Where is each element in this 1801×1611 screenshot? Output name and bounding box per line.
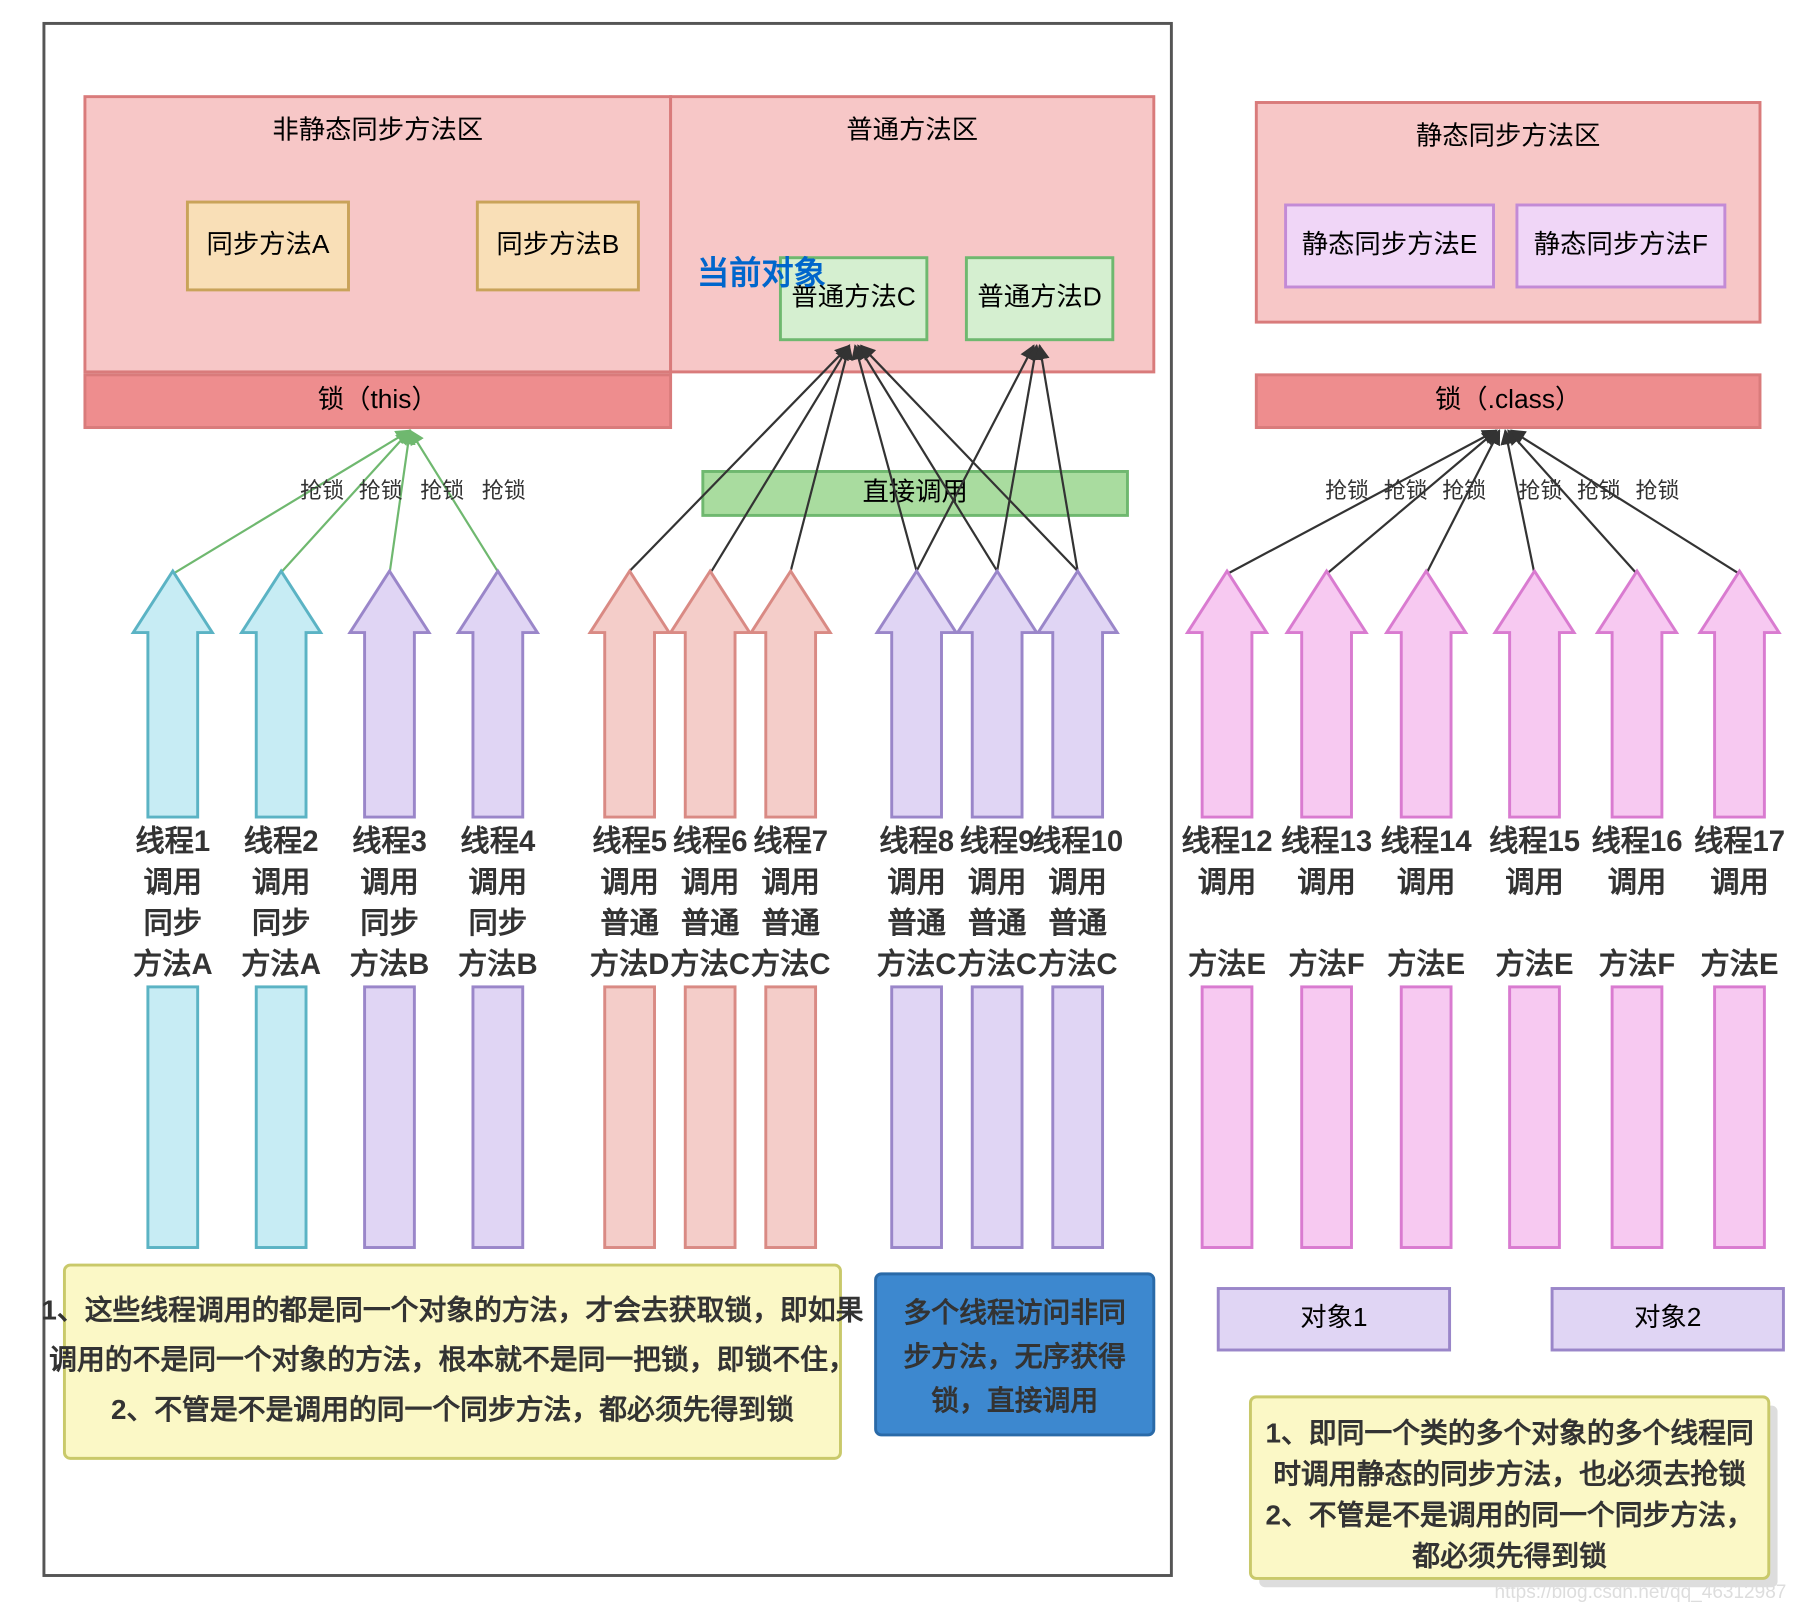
svg-text:普通: 普通 — [887, 906, 946, 940]
svg-text:普通方法区: 普通方法区 — [846, 115, 978, 145]
svg-text:普通: 普通 — [968, 906, 1027, 940]
svg-text:调用的不是同一个对象的方法，根本就不是同一把锁，即锁不住，: 调用的不是同一个对象的方法，根本就不是同一把锁，即锁不住， — [49, 1344, 856, 1375]
svg-text:调用: 调用 — [1397, 866, 1456, 899]
svg-text:方法C: 方法C — [1038, 947, 1118, 981]
svg-text:时调用静态的同步方法，也必须去抢锁: 时调用静态的同步方法，也必须去抢锁 — [1273, 1458, 1746, 1489]
svg-text:线程2: 线程2 — [244, 825, 319, 858]
svg-text:同步: 同步 — [144, 907, 203, 940]
svg-text:方法D: 方法D — [590, 947, 670, 981]
svg-text:调用: 调用 — [1048, 866, 1107, 899]
svg-text:方法A: 方法A — [241, 947, 321, 981]
svg-text:线程9: 线程9 — [960, 825, 1035, 858]
svg-text:2、不管是不是调用的同一个同步方法，: 2、不管是不是调用的同一个同步方法， — [1265, 1499, 1753, 1530]
svg-text:抢锁: 抢锁 — [1384, 478, 1428, 503]
svg-text:2、不管是不是调用的同一个同步方法，都必须先得到锁: 2、不管是不是调用的同一个同步方法，都必须先得到锁 — [111, 1394, 794, 1425]
svg-text:线程13: 线程13 — [1281, 825, 1372, 858]
svg-text:方法F: 方法F — [1599, 947, 1675, 981]
svg-text:调用: 调用 — [469, 866, 528, 899]
svg-text:方法C: 方法C — [670, 947, 750, 981]
svg-text:当前对象: 当前对象 — [697, 255, 826, 291]
svg-text:方法E: 方法E — [1188, 947, 1266, 981]
svg-text:线程12: 线程12 — [1181, 825, 1272, 858]
svg-text:调用: 调用 — [681, 866, 740, 899]
svg-text:抢锁: 抢锁 — [1325, 478, 1369, 503]
svg-text:调用: 调用 — [1198, 866, 1257, 899]
svg-text:调用: 调用 — [1297, 866, 1356, 899]
svg-text:同步: 同步 — [360, 907, 419, 940]
svg-text:锁（.class）: 锁（.class） — [1435, 384, 1581, 414]
svg-text:方法B: 方法B — [350, 947, 430, 981]
svg-text:同步方法A: 同步方法A — [206, 229, 329, 259]
svg-text:调用: 调用 — [360, 866, 419, 899]
svg-text:方法E: 方法E — [1700, 947, 1778, 981]
svg-text:对象2: 对象2 — [1634, 1302, 1701, 1332]
svg-text:方法E: 方法E — [1387, 947, 1465, 981]
svg-text:方法B: 方法B — [458, 947, 538, 981]
svg-text:线程3: 线程3 — [352, 825, 427, 858]
svg-text:锁（this）: 锁（this） — [318, 384, 438, 414]
svg-text:线程10: 线程10 — [1032, 825, 1123, 858]
svg-text:抢锁: 抢锁 — [420, 478, 464, 503]
svg-text:多个线程访问非同: 多个线程访问非同 — [903, 1297, 1126, 1328]
svg-text:线程17: 线程17 — [1694, 825, 1785, 858]
svg-text:锁，直接调用: 锁，直接调用 — [931, 1385, 1098, 1416]
svg-text:普通: 普通 — [761, 906, 820, 940]
svg-text:方法C: 方法C — [751, 947, 831, 981]
svg-text:线程8: 线程8 — [879, 825, 954, 858]
svg-text:线程15: 线程15 — [1489, 825, 1580, 858]
svg-text:同步方法B: 同步方法B — [496, 229, 619, 259]
svg-text:调用: 调用 — [252, 866, 311, 899]
svg-text:https://blog.csdn.net/qq_46312: https://blog.csdn.net/qq_46312987 — [1495, 1582, 1787, 1603]
svg-text:线程7: 线程7 — [753, 825, 828, 858]
svg-text:同步: 同步 — [469, 907, 528, 940]
svg-text:普通: 普通 — [681, 906, 740, 940]
svg-text:调用: 调用 — [144, 866, 203, 899]
svg-text:抢锁: 抢锁 — [1577, 478, 1621, 503]
svg-text:调用: 调用 — [1608, 866, 1667, 899]
svg-text:静态同步方法区: 静态同步方法区 — [1416, 121, 1600, 151]
svg-text:调用: 调用 — [1710, 866, 1769, 899]
svg-text:静态同步方法E: 静态同步方法E — [1302, 229, 1478, 259]
svg-text:非静态同步方法区: 非静态同步方法区 — [272, 115, 483, 145]
svg-text:方法C: 方法C — [957, 947, 1037, 981]
svg-text:步方法，无序获得: 步方法，无序获得 — [903, 1341, 1126, 1372]
svg-text:线程5: 线程5 — [592, 825, 667, 858]
svg-text:静态同步方法F: 静态同步方法F — [1534, 229, 1708, 259]
svg-text:线程6: 线程6 — [673, 825, 748, 858]
svg-text:方法E: 方法E — [1495, 947, 1573, 981]
svg-text:方法A: 方法A — [133, 947, 213, 981]
svg-text:线程14: 线程14 — [1381, 825, 1473, 858]
svg-text:都必须先得到锁: 都必须先得到锁 — [1411, 1540, 1607, 1571]
svg-text:普通方法D: 普通方法D — [977, 282, 1101, 312]
svg-text:1、即同一个类的多个对象的多个线程同: 1、即同一个类的多个对象的多个线程同 — [1265, 1417, 1753, 1448]
svg-text:抢锁: 抢锁 — [1518, 478, 1562, 503]
svg-text:普通: 普通 — [1048, 906, 1107, 940]
svg-text:抢锁: 抢锁 — [359, 478, 403, 503]
svg-text:普通: 普通 — [600, 906, 659, 940]
svg-text:调用: 调用 — [1505, 866, 1564, 899]
svg-text:线程4: 线程4 — [460, 825, 536, 858]
svg-text:调用: 调用 — [968, 866, 1027, 899]
svg-text:抢锁: 抢锁 — [1636, 478, 1680, 503]
svg-text:调用: 调用 — [761, 866, 820, 899]
svg-text:抢锁: 抢锁 — [300, 478, 344, 503]
svg-text:方法F: 方法F — [1288, 947, 1364, 981]
svg-text:抢锁: 抢锁 — [482, 478, 526, 503]
svg-text:同步: 同步 — [252, 907, 311, 940]
svg-text:调用: 调用 — [887, 866, 946, 899]
svg-text:方法C: 方法C — [877, 947, 957, 981]
svg-text:线程1: 线程1 — [135, 825, 210, 858]
svg-text:抢锁: 抢锁 — [1442, 478, 1486, 503]
svg-text:对象1: 对象1 — [1300, 1302, 1367, 1332]
svg-text:线程16: 线程16 — [1591, 825, 1682, 858]
svg-text:1、这些线程调用的都是同一个对象的方法，才会去获取锁，即如果: 1、这些线程调用的都是同一个对象的方法，才会去获取锁，即如果 — [41, 1294, 863, 1325]
svg-text:调用: 调用 — [600, 866, 659, 899]
